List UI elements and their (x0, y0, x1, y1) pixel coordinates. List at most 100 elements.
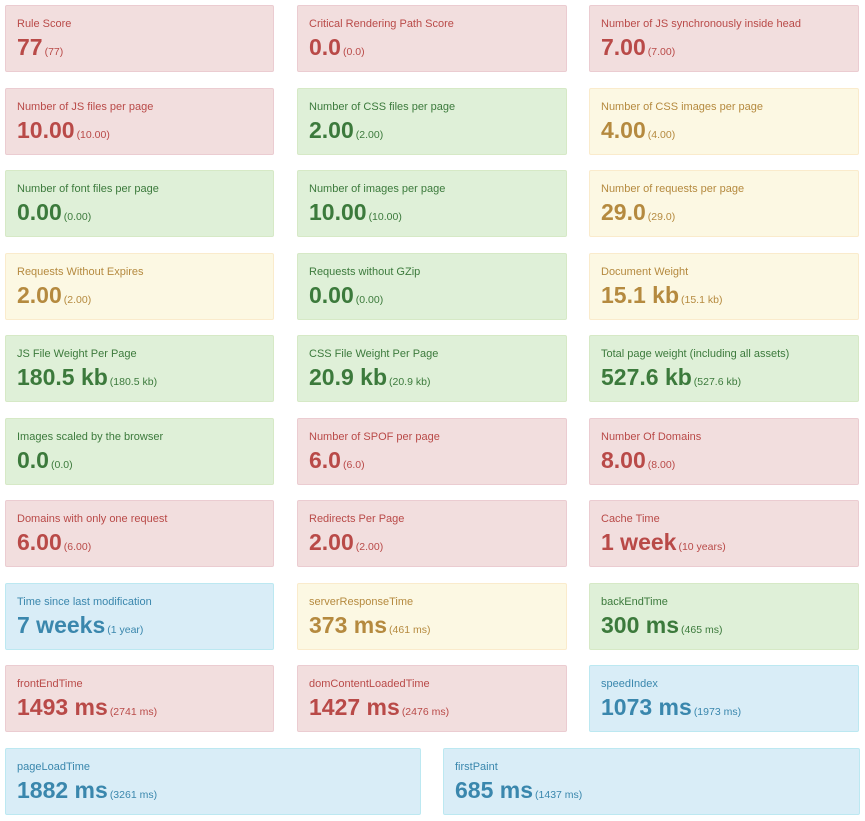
metric-median: (0.00) (355, 294, 384, 306)
metric-card-frontend-time: frontEndTime 1493 ms (2741 ms) (5, 665, 274, 732)
metric-label: Cache Time (601, 513, 660, 525)
metric-label: backEndTime (601, 596, 668, 608)
metric-label: Requests Without Expires (17, 266, 144, 278)
metric-value: 0.00 (309, 282, 354, 308)
metric-median: (29.0) (647, 211, 676, 223)
metric-median: (77) (44, 46, 64, 58)
metric-value: 2.00 (309, 117, 354, 143)
metric-median: (10 years) (678, 541, 726, 553)
metric-value: 2.00 (17, 282, 62, 308)
metric-label: Time since last modification (17, 596, 152, 608)
metric-label: pageLoadTime (17, 761, 90, 773)
metric-median: (7.00) (647, 46, 676, 58)
metric-median: (2476 ms) (401, 706, 450, 718)
metric-median: (465 ms) (681, 624, 723, 636)
metric-median: (10.00) (368, 211, 402, 223)
metric-label: Total page weight (including all assets) (601, 348, 790, 360)
metric-card-total-page-weight: Total page weight (including all assets)… (589, 335, 859, 402)
metric-median: (10.00) (76, 129, 110, 141)
metric-label: Number Of Domains (601, 431, 702, 443)
metric-value: 20.9 kb (309, 364, 387, 390)
metric-value: 1 week (601, 529, 677, 555)
metric-value: 300 ms (601, 612, 680, 638)
metric-value: 373 ms (309, 612, 388, 638)
metric-card-redirects: Redirects Per Page 2.00 (2.00) (297, 500, 567, 567)
metric-median: (2741 ms) (109, 706, 158, 718)
metric-value: 7.00 (601, 34, 646, 60)
metric-label: Domains with only one request (17, 513, 168, 525)
metric-label: Number of JS files per page (17, 101, 154, 113)
metric-value: 29.0 (601, 199, 646, 225)
metric-median: (4.00) (647, 129, 676, 141)
metric-value: 7 weeks (17, 612, 106, 638)
metric-label: domContentLoadedTime (309, 678, 430, 690)
metric-label: serverResponseTime (309, 596, 414, 608)
metric-label: firstPaint (455, 761, 498, 773)
metric-value: 0.00 (17, 199, 62, 225)
metric-value: 2.00 (309, 529, 354, 555)
metric-card-time-since-modification: Time since last modification 7 weeks (1 y… (5, 583, 274, 650)
metric-card-js-files: Number of JS files per page 10.00 (10.00) (5, 88, 274, 155)
metric-value: 4.00 (601, 117, 646, 143)
metric-value: 15.1 kb (601, 282, 679, 308)
metric-label: Number of CSS files per page (309, 101, 456, 113)
metric-value: 6.00 (17, 529, 62, 555)
metric-card-server-response-time: serverResponseTime 373 ms (461 ms) (297, 583, 567, 650)
metric-median: (6.0) (342, 459, 365, 471)
metric-median: (180.5 kb) (109, 376, 158, 388)
metric-median: (461 ms) (389, 624, 431, 636)
metric-card-images: Number of images per page 10.00 (10.00) (297, 170, 567, 237)
metric-card-critical-rendering-path-score: Critical Rendering Path Score 0.0 (0.0) (297, 5, 567, 72)
metric-value: 1493 ms (17, 694, 108, 720)
metric-value: 685 ms (455, 777, 534, 803)
metric-label: Redirects Per Page (309, 513, 405, 525)
metric-median: (1437 ms) (535, 789, 583, 801)
metric-median: (20.9 kb) (389, 376, 431, 388)
metric-label: frontEndTime (17, 678, 83, 690)
metric-card-images-scaled: Images scaled by the browser 0.0 (0.0) (5, 418, 274, 485)
metric-label: Number of CSS images per page (601, 101, 764, 113)
metric-card-page-load-time: pageLoadTime 1882 ms (3261 ms) (5, 748, 421, 815)
metric-card-cache-time: Cache Time 1 week (10 years) (589, 500, 859, 567)
metric-median: (6.00) (63, 541, 92, 553)
metric-value: 180.5 kb (17, 364, 108, 390)
metric-median: (2.00) (355, 129, 384, 141)
metric-label: Images scaled by the browser (17, 431, 164, 443)
metric-card-requests-without-gzip: Requests without GZip 0.00 (0.00) (297, 253, 567, 320)
metric-median: (0.0) (342, 46, 365, 58)
metric-card-document-weight: Document Weight 15.1 kb (15.1 kb) (589, 253, 859, 320)
metric-label: Number of requests per page (601, 183, 745, 195)
metric-label: CSS File Weight Per Page (309, 348, 439, 360)
metric-value: 1882 ms (17, 777, 108, 803)
metric-median: (1973 ms) (693, 706, 742, 718)
metric-median: (0.00) (63, 211, 92, 223)
metric-card-requests: Number of requests per page 29.0 (29.0) (589, 170, 859, 237)
metric-value: 77 (17, 34, 43, 60)
metric-value: 1073 ms (601, 694, 692, 720)
metric-card-single-request-domains: Domains with only one request 6.00 (6.00) (5, 500, 274, 567)
metric-median: (3261 ms) (109, 789, 158, 801)
metric-card-domains: Number Of Domains 8.00 (8.00) (589, 418, 859, 485)
metric-card-js-weight: JS File Weight Per Page 180.5 kb (180.5 k… (5, 335, 274, 402)
metric-card-js-sync-in-head: Number of JS synchronously inside head 7… (589, 5, 859, 72)
metric-label: Critical Rendering Path Score (309, 18, 454, 30)
metric-median: (15.1 kb) (681, 294, 723, 306)
metric-card-dom-content-loaded-time: domContentLoadedTime 1427 ms (2476 ms) (297, 665, 567, 732)
metric-card-css-files: Number of CSS files per page 2.00 (2.00) (297, 88, 567, 155)
metric-median: (0.0) (50, 459, 73, 471)
metric-label: Number of JS synchronously inside head (601, 18, 801, 30)
metric-median: (527.6 kb) (693, 376, 742, 388)
metric-card-spof: Number of SPOF per page 6.0 (6.0) (297, 418, 567, 485)
metric-card-speed-index: speedIndex 1073 ms (1973 ms) (589, 665, 859, 732)
metric-label: speedIndex (601, 678, 658, 690)
metric-card-rule-score: Rule Score 77 (77) (5, 5, 274, 72)
metric-value: 8.00 (601, 447, 646, 473)
metric-value: 10.00 (17, 117, 75, 143)
metric-median: (2.00) (63, 294, 92, 306)
metric-card-css-images: Number of CSS images per page 4.00 (4.00) (589, 88, 859, 155)
metric-card-css-weight: CSS File Weight Per Page 20.9 kb (20.9 kb… (297, 335, 567, 402)
metric-label: Number of SPOF per page (309, 431, 440, 443)
metric-label: Document Weight (601, 266, 689, 278)
metric-median: (8.00) (647, 459, 676, 471)
